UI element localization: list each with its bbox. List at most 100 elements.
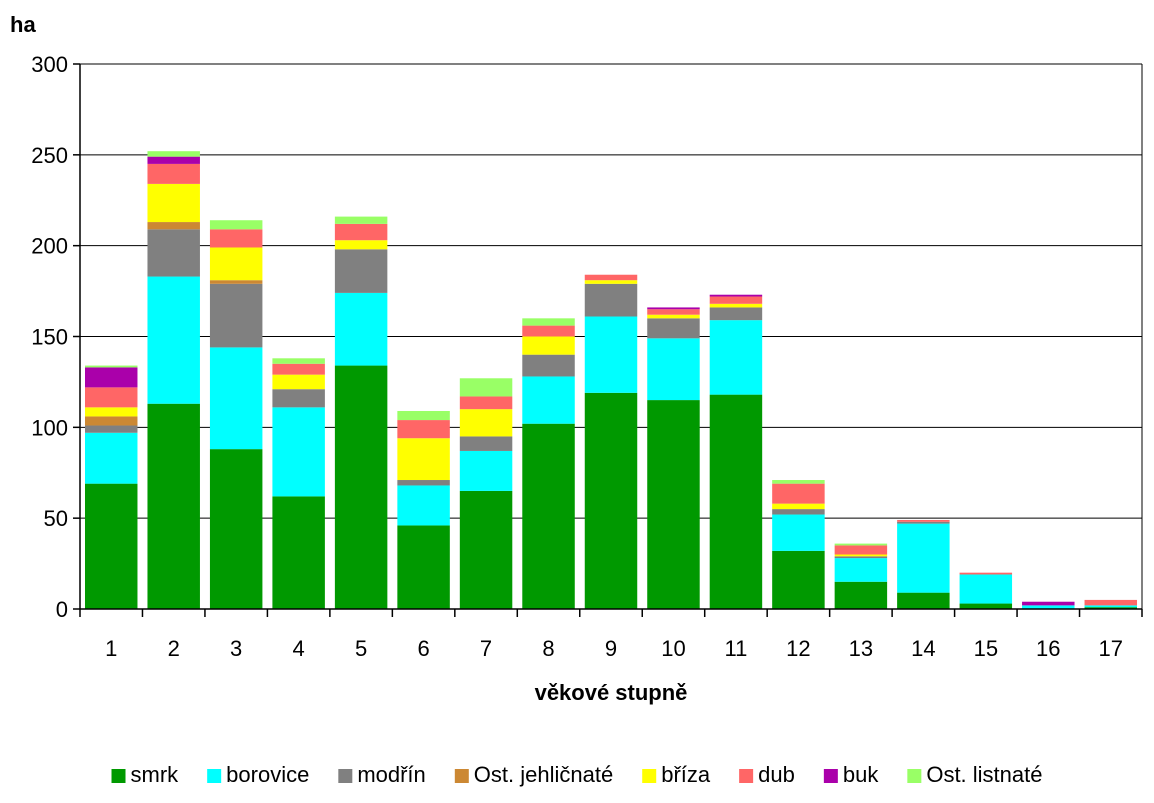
bar-8-mod-n xyxy=(522,354,575,377)
bar-7-b-za xyxy=(459,409,513,437)
legend-label-borovice: borovice xyxy=(226,762,309,787)
x-tick-label-14: 14 xyxy=(911,636,935,661)
bar-5-dub xyxy=(334,223,388,241)
legend-swatch-b-za xyxy=(642,769,657,783)
bar-4-dub xyxy=(272,363,325,375)
bar-1-dub xyxy=(84,387,138,408)
bar-10-mod-n xyxy=(647,318,700,339)
x-axis-ticks: 1 2 3 4 5 6 7 8 9 10 11 12 13 14 15 16 17 xyxy=(79,609,1143,661)
legend-swatch-ost-listnat- xyxy=(907,769,922,783)
legend-swatch-ost-jehli-nat- xyxy=(454,769,469,783)
legend-swatch-buk xyxy=(823,769,838,783)
bar-16-borovice xyxy=(1022,605,1075,609)
y-tick-label-200: 200 xyxy=(31,234,68,259)
bar-16-buk xyxy=(1022,601,1075,606)
bar-3-ost-jehli-nat- xyxy=(209,280,263,284)
bar-1-buk xyxy=(84,367,138,388)
bar-1-mod-n xyxy=(84,425,138,433)
legend-label-b-za: bříza xyxy=(661,762,711,787)
bar-13-borovice xyxy=(834,558,888,582)
bar-8-borovice xyxy=(522,376,575,424)
y-tick-label-300: 300 xyxy=(31,52,68,77)
bar-11-buk xyxy=(709,294,763,297)
bar-11-borovice xyxy=(709,320,763,395)
bar-3-smrk xyxy=(209,449,263,609)
bar-6-ost-listnat- xyxy=(397,410,450,421)
x-tick-label-7: 7 xyxy=(480,636,492,661)
y-axis-title: ha xyxy=(10,12,36,37)
bar-11-b-za xyxy=(709,303,763,308)
y-tick-label-100: 100 xyxy=(31,415,68,440)
legend-swatch-borovice xyxy=(207,769,222,783)
bar-12-borovice xyxy=(772,514,825,551)
x-axis-title: věkové stupně xyxy=(535,680,688,705)
bar-1-b-za xyxy=(84,407,138,417)
bar-1-ost-listnat- xyxy=(84,365,138,368)
x-tick-label-1: 1 xyxy=(105,636,117,661)
x-tick-label-2: 2 xyxy=(168,636,180,661)
bar-1-smrk xyxy=(84,483,138,609)
legend-swatch-mod-n xyxy=(338,769,353,783)
bar-2-borovice xyxy=(147,276,200,404)
bar-14-mod-n xyxy=(897,521,950,524)
x-tick-label-6: 6 xyxy=(417,636,429,661)
bar-4-mod-n xyxy=(272,389,325,408)
bar-5-smrk xyxy=(334,365,388,609)
x-tick-label-3: 3 xyxy=(230,636,242,661)
bar-13-ost-listnat- xyxy=(834,543,888,546)
bar-14-dub xyxy=(897,519,950,522)
legend-label-ost-listnat-: Ost. listnaté xyxy=(926,762,1042,787)
x-tick-label-17: 17 xyxy=(1099,636,1123,661)
bar-3-ost-listnat- xyxy=(209,220,263,230)
legend-label-dub: dub xyxy=(758,762,795,787)
legend-label-smrk: smrk xyxy=(131,762,180,787)
bar-1-borovice xyxy=(84,432,138,484)
bar-1-ost-jehli-nat- xyxy=(84,416,138,426)
bar-2-b-za xyxy=(147,183,200,223)
bar-13-b-za xyxy=(834,554,888,557)
bar-9-b-za xyxy=(584,280,638,284)
bar-12-ost-listnat- xyxy=(772,480,825,484)
bar-9-borovice xyxy=(584,316,638,393)
legend-swatch-smrk xyxy=(111,769,126,783)
bar-11-dub xyxy=(709,296,763,304)
bar-6-smrk xyxy=(397,525,450,609)
bar-13-smrk xyxy=(834,581,888,609)
bar-10-buk xyxy=(647,307,700,310)
bar-5-mod-n xyxy=(334,249,388,293)
x-tick-label-5: 5 xyxy=(355,636,367,661)
bar-10-dub xyxy=(647,309,700,315)
bar-2-smrk xyxy=(147,403,200,609)
legend-label-mod-n: modřín xyxy=(357,762,425,787)
x-tick-label-16: 16 xyxy=(1036,636,1060,661)
bar-12-b-za xyxy=(772,503,825,510)
bar-2-dub xyxy=(147,163,200,184)
x-tick-label-9: 9 xyxy=(605,636,617,661)
bar-5-borovice xyxy=(334,292,388,366)
bar-9-dub xyxy=(584,274,638,281)
legend-label-ost-jehli-nat-: Ost. jehličnaté xyxy=(474,762,613,787)
bar-5-b-za xyxy=(334,240,388,250)
bar-9-mod-n xyxy=(584,283,638,317)
x-tick-label-15: 15 xyxy=(974,636,998,661)
x-tick-label-11: 11 xyxy=(725,636,748,661)
bar-2-mod-n xyxy=(147,229,200,277)
bar-3-mod-n xyxy=(209,283,263,348)
bar-2-ost-jehli-nat- xyxy=(147,222,200,230)
bar-10-borovice xyxy=(647,338,700,401)
bar-4-b-za xyxy=(272,374,325,390)
bar-14-smrk xyxy=(897,592,950,609)
bar-8-smrk xyxy=(522,423,575,609)
legend: smrk borovice modřín Ost. jehličnaté bříza du… xyxy=(111,762,1042,787)
bar-3-b-za xyxy=(209,247,263,281)
bar-15-dub xyxy=(959,572,1013,575)
y-tick-label-150: 150 xyxy=(31,325,68,350)
legend-label-buk: buk xyxy=(843,762,879,787)
bar-4-smrk xyxy=(272,496,325,609)
bar-6-mod-n xyxy=(397,480,450,486)
bar-13-dub xyxy=(834,545,888,555)
bar-13-mod-n xyxy=(834,556,888,559)
bar-3-borovice xyxy=(209,347,263,450)
